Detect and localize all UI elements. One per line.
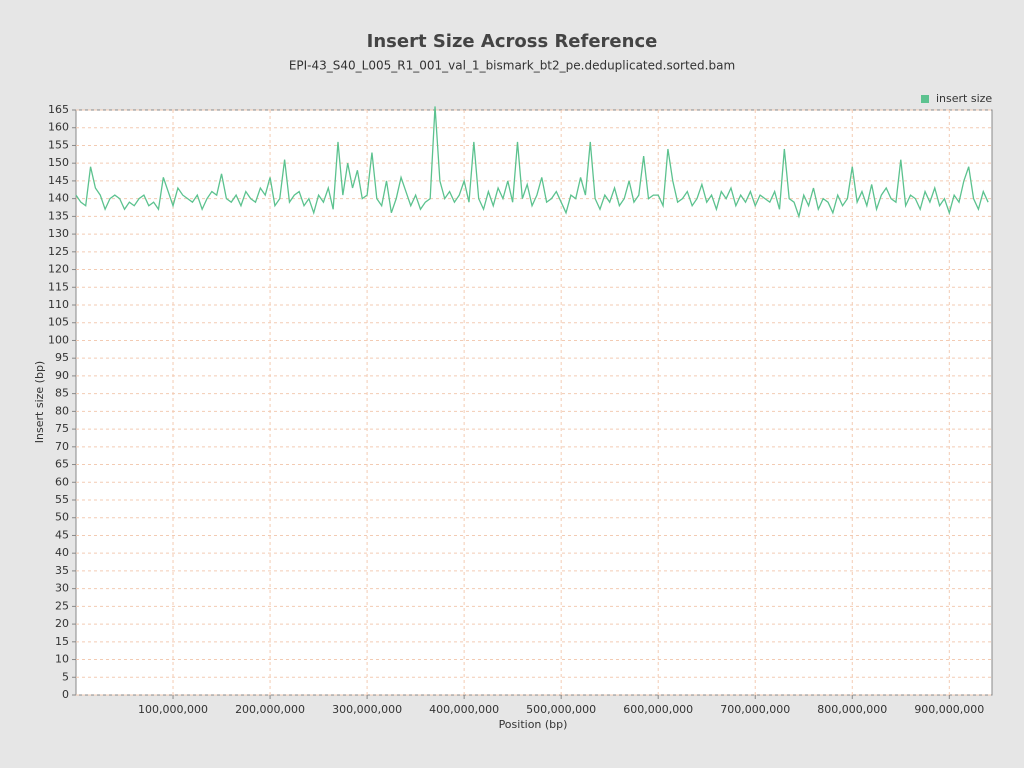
- x-tick-label: 400,000,000: [429, 703, 499, 716]
- plot-area: [75, 109, 993, 696]
- y-tick-label: 125: [48, 245, 69, 258]
- x-tick-label: 200,000,000: [235, 703, 305, 716]
- y-tick-label: 160: [48, 121, 69, 134]
- y-tick-label: 55: [55, 493, 69, 506]
- y-tick-label: 70: [55, 440, 69, 453]
- y-tick-label: 140: [48, 192, 69, 205]
- y-tick-label: 25: [55, 599, 69, 612]
- y-tick-label: 50: [55, 511, 69, 524]
- x-tick-label: 500,000,000: [526, 703, 596, 716]
- y-tick-label: 165: [48, 103, 69, 116]
- x-tick-label: 700,000,000: [720, 703, 790, 716]
- y-tick-label: 20: [55, 617, 69, 630]
- y-tick-label: 115: [48, 280, 69, 293]
- y-tick-label: 30: [55, 582, 69, 595]
- y-tick-label: 150: [48, 156, 69, 169]
- y-tick-label: 40: [55, 546, 69, 559]
- y-tick-label: 5: [62, 670, 69, 683]
- y-tick-label: 120: [48, 263, 69, 276]
- chart-title: Insert Size Across Reference: [367, 31, 658, 52]
- y-tick-label: 65: [55, 458, 69, 471]
- y-tick-label: 85: [55, 387, 69, 400]
- y-tick-label: 145: [48, 174, 69, 187]
- y-tick-label: 100: [48, 333, 69, 346]
- legend-swatch: [921, 95, 929, 103]
- y-tick-label: 130: [48, 227, 69, 240]
- y-axis-label: Insert size (bp): [33, 361, 46, 443]
- y-tick-label: 0: [62, 688, 69, 701]
- y-tick-label: 60: [55, 475, 69, 488]
- x-tick-label: 800,000,000: [817, 703, 887, 716]
- y-tick-label: 35: [55, 564, 69, 577]
- y-tick-label: 135: [48, 209, 69, 222]
- data-line: [75, 106, 989, 219]
- y-tick-label: 15: [55, 635, 69, 648]
- y-tick-label: 80: [55, 404, 69, 417]
- y-tick-label: 45: [55, 528, 69, 541]
- x-tick-label: 100,000,000: [138, 703, 208, 716]
- legend-label: insert size: [936, 92, 992, 105]
- y-tick-label: 75: [55, 422, 69, 435]
- y-tick-label: 10: [55, 653, 69, 666]
- x-axis-label: Position (bp): [499, 718, 568, 731]
- x-tick-label: 300,000,000: [332, 703, 402, 716]
- chart-subtitle: EPI-43_S40_L005_R1_001_val_1_bismark_bt2…: [289, 59, 735, 73]
- y-tick-label: 90: [55, 369, 69, 382]
- y-tick-label: 110: [48, 298, 69, 311]
- x-tick-label: 600,000,000: [623, 703, 693, 716]
- y-tick-label: 155: [48, 138, 69, 151]
- y-tick-label: 95: [55, 351, 69, 364]
- y-tick-label: 105: [48, 316, 69, 329]
- x-tick-label: 900,000,000: [914, 703, 984, 716]
